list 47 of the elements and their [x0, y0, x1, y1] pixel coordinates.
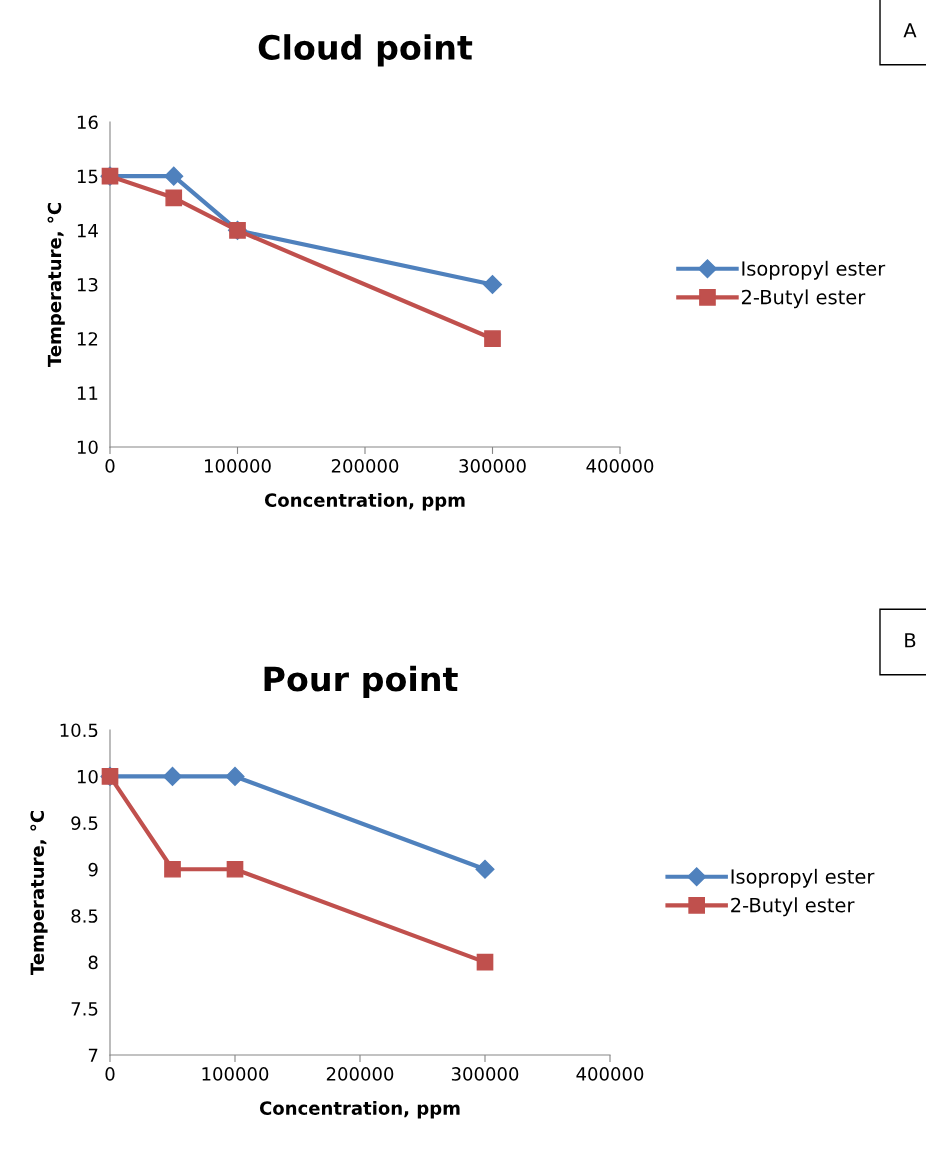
x-axis-title: Concentration, ppm [264, 492, 465, 511]
y-tick-label: 9 [88, 862, 98, 877]
y-tick-label: 9.5 [71, 816, 98, 830]
y-axis-title: Temperature, °C [47, 203, 65, 368]
point [482, 274, 503, 295]
x-tick-label: 400000 [576, 1067, 644, 1081]
x-tick-label: 0 [105, 1067, 115, 1081]
y-tick-label: 15 [77, 169, 98, 184]
point [475, 859, 495, 879]
y-tick-label: 16 [77, 115, 98, 130]
x-tick-label: 300000 [459, 459, 526, 473]
y-tick-label: 8 [88, 955, 98, 970]
x-axis-title: Concentration, ppm [259, 1100, 460, 1119]
point [164, 860, 181, 878]
y-tick-label: 10 [77, 440, 98, 455]
legend-label: 2-Butyl ester [731, 897, 855, 917]
y-tick-label: 10.5 [60, 723, 98, 738]
point [162, 766, 183, 786]
legend-label: Isopropyl ester [731, 868, 875, 888]
x-tick-label: 100000 [202, 1067, 269, 1081]
text: B [905, 633, 916, 648]
y-axis-title: Temperature, °C [30, 811, 48, 976]
legend-label: 2-Butyl ester [741, 289, 866, 309]
x-tick-label: 200000 [331, 459, 399, 473]
x-tick-label: 100000 [205, 459, 271, 473]
x-tick-label: 400000 [586, 459, 654, 473]
point [484, 330, 501, 348]
point [165, 189, 183, 207]
y-tick-label: 7.5 [71, 1002, 98, 1016]
legend-label: Isopropyl ester [742, 260, 886, 280]
y-tick-label: 8.5 [71, 909, 98, 923]
y-tick-label: 14 [77, 224, 98, 238]
x-tick-label: 300000 [451, 1067, 519, 1081]
y-tick-label: 11 [77, 386, 98, 400]
x-tick-label: 0 [105, 459, 115, 473]
point [164, 166, 184, 186]
point [226, 860, 244, 878]
y-tick-label: 10 [77, 769, 98, 784]
chart-title: Cloud point [258, 34, 473, 67]
point [225, 766, 245, 786]
y-tick-label: 12 [77, 332, 98, 346]
point [476, 953, 494, 971]
y-tick-label: 7 [88, 1048, 98, 1062]
text: A [903, 23, 917, 38]
chart-title: Pour point [264, 665, 458, 699]
y-tick-label: 13 [77, 277, 98, 292]
x-tick-label: 200000 [326, 1067, 394, 1081]
